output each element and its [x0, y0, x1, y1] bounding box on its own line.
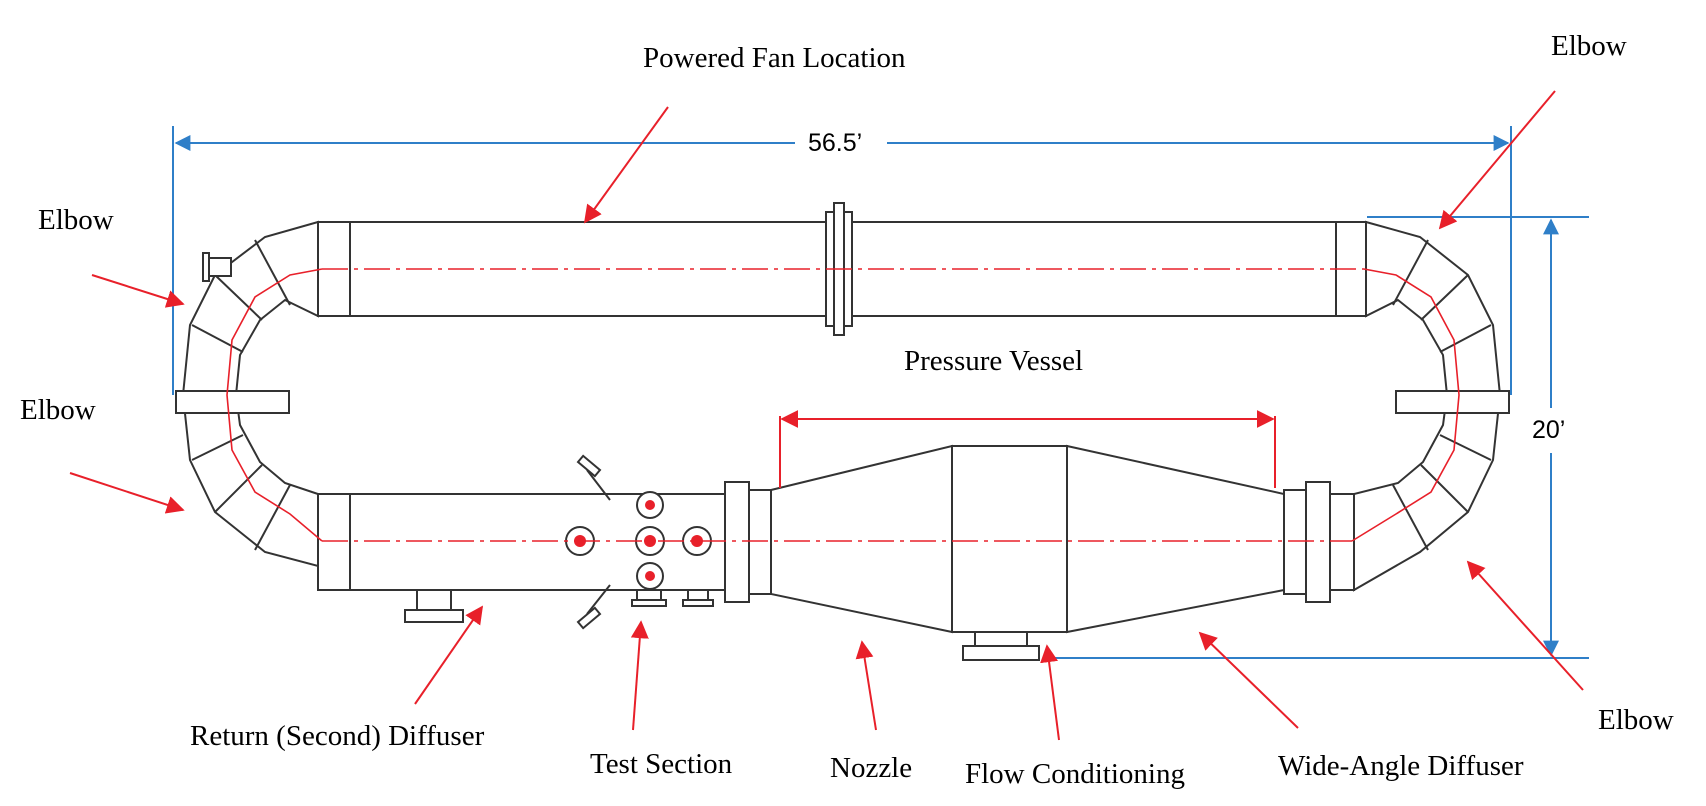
centerlines [226, 268, 1460, 542]
label-flow-conditioning: Flow Conditioning [965, 758, 1185, 790]
right-elbow-shell [1353, 220, 1502, 592]
label-elbow-bottom-right: Elbow [1598, 704, 1674, 736]
arrow-return-diffuser [414, 605, 484, 705]
right-mid-flange [1395, 390, 1510, 414]
flow-conditioning-section [951, 445, 1068, 633]
test-port-2 [687, 589, 709, 601]
label-powered-fan: Powered Fan Location [643, 42, 906, 74]
label-wide-angle-diffuser: Wide-Angle Diffuser [1278, 750, 1524, 782]
right-elbow-seg5 [1420, 464, 1469, 513]
test-port-1-cap [631, 599, 667, 607]
callout-arrows [69, 90, 1584, 741]
diffuser-flange-2 [1305, 481, 1331, 603]
arrow-nozzle [855, 640, 877, 731]
angled-port-lower-cap [576, 606, 602, 630]
flow-conditioning-port [974, 631, 1028, 647]
angled-port-lower [586, 584, 611, 615]
bottom-flange-2 [748, 489, 772, 595]
label-elbow-top-left: Elbow [38, 204, 114, 236]
arrow-elbow-mid-left [69, 472, 185, 514]
pressure-vessel-bracket [779, 410, 1276, 488]
arrow-test-section [630, 620, 649, 731]
right-elbow-seg4 [1439, 434, 1492, 461]
height-dimension: 20’ [1532, 416, 1566, 444]
window-bottom-inner [645, 571, 655, 581]
arrow-elbow-top-right [1438, 90, 1556, 230]
length-dimension: 56.5’ [808, 129, 863, 157]
nozzle [770, 444, 953, 634]
diffuser-flange-1 [1283, 489, 1307, 595]
wide-angle-diffuser [1066, 444, 1285, 634]
label-nozzle: Nozzle [830, 752, 913, 784]
bottom-pipe-cap-left [317, 493, 351, 591]
left-top-nozzle-cap [202, 252, 210, 282]
arrow-flow-conditioning [1040, 644, 1060, 741]
dimension-lines [172, 126, 1589, 659]
label-elbow-top-right: Elbow [1551, 30, 1627, 62]
label-elbow-mid-left: Elbow [20, 394, 96, 426]
left-mid-flange [175, 390, 290, 414]
arrow-elbow-top-left [91, 274, 185, 308]
angled-port-upper-cap [576, 454, 602, 478]
pipe-structure [175, 202, 1510, 661]
window-top-inner [645, 500, 655, 510]
right-elbow-seg6 [1392, 484, 1429, 551]
window-right-inner [691, 535, 703, 547]
label-return-diffuser: Return (Second) Diffuser [190, 720, 485, 752]
return-diffuser-port-base [404, 609, 464, 623]
arrow-elbow-bottom-right [1466, 560, 1584, 691]
left-elbow-seg1 [254, 239, 291, 306]
arrow-wide-angle-diffuser [1198, 631, 1299, 729]
left-elbow-seg6 [254, 484, 291, 551]
left-elbow-seg4 [191, 434, 244, 461]
right-elbow-seg1 [1392, 239, 1429, 306]
left-elbow-seg2 [214, 274, 263, 321]
right-elbow-seg2 [1420, 274, 1469, 321]
angled-port-upper [586, 469, 611, 501]
return-diffuser-port [416, 589, 452, 611]
left-elbow-seg5 [214, 464, 263, 513]
test-port-2-cap [682, 599, 714, 607]
test-port-1 [636, 589, 662, 601]
right-elbow-centerline [1351, 268, 1460, 542]
right-elbow-seg3 [1439, 324, 1492, 353]
left-elbow-seg3 [191, 324, 244, 353]
bottom-right-cap [1329, 493, 1355, 591]
bottom-flange-1 [724, 481, 750, 603]
bottom-pipe [349, 493, 726, 591]
left-elbow-centerline [226, 268, 323, 542]
label-test-section: Test Section [590, 748, 733, 780]
arrow-powered-fan [583, 106, 669, 224]
flow-conditioning-port-base [962, 645, 1040, 661]
label-pressure-vessel: Pressure Vessel [904, 345, 1084, 377]
